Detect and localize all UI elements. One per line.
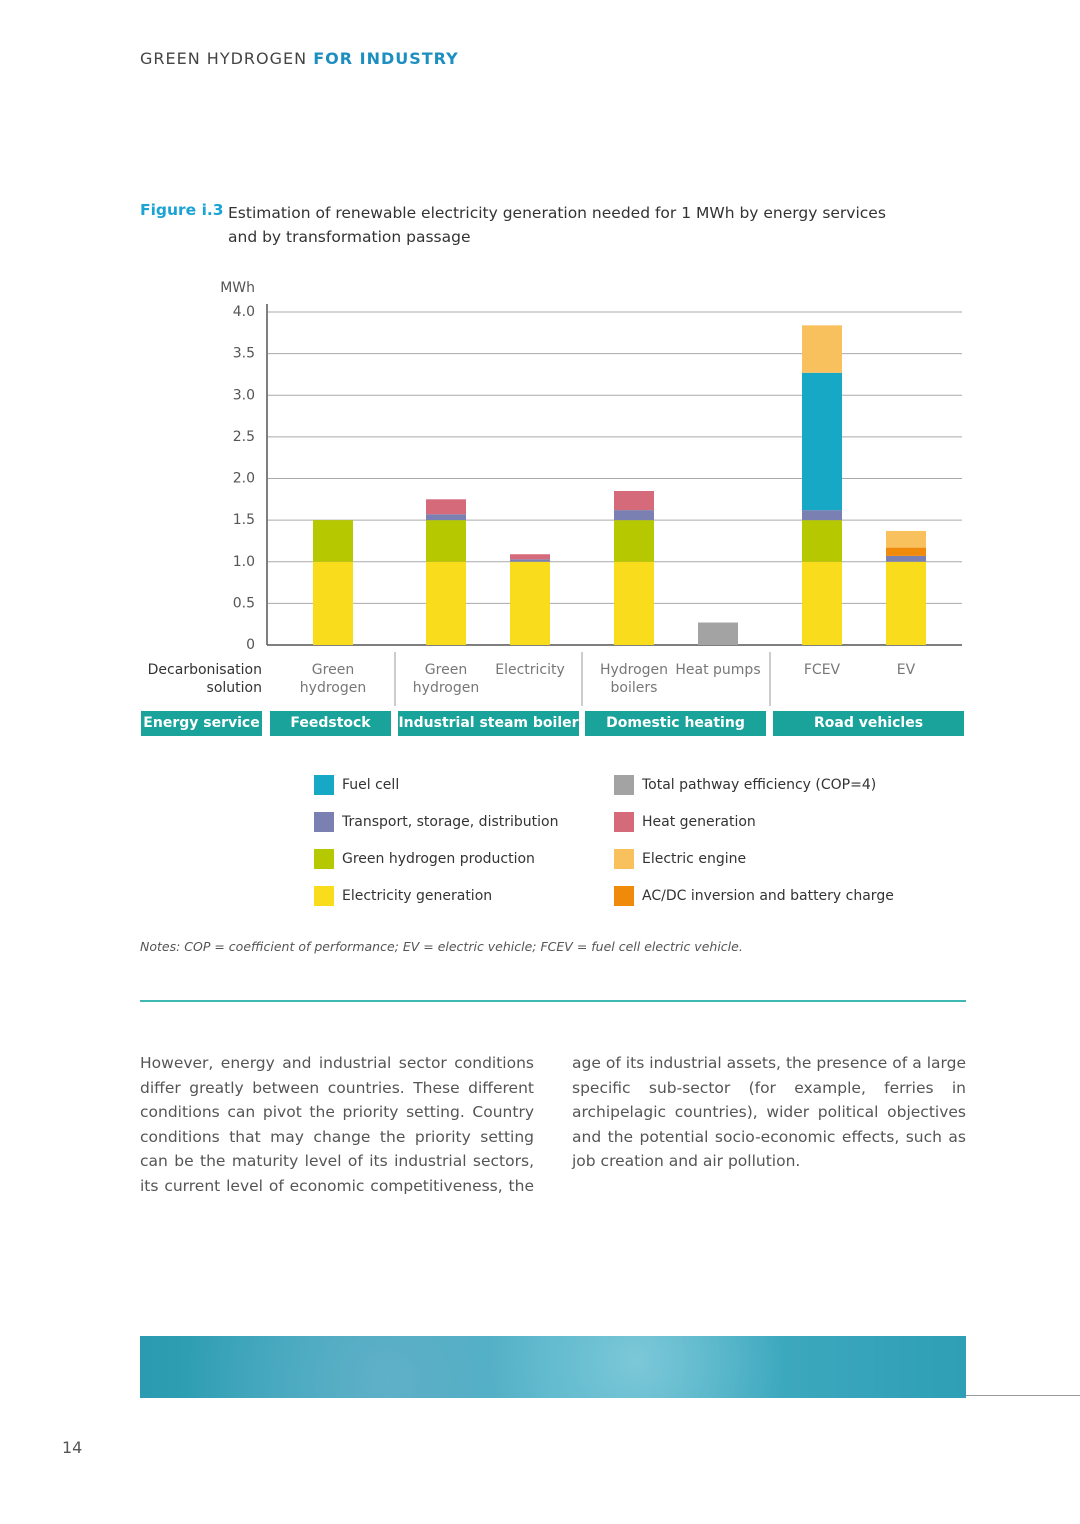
y-axis-label: MWh — [220, 280, 255, 296]
legend-swatch — [614, 812, 634, 832]
bar-segment — [614, 490, 654, 511]
legend-label: Heat generation — [642, 814, 756, 830]
bar-segment — [510, 561, 550, 645]
bar-segment — [698, 622, 738, 645]
header-title-bold: FOR INDUSTRY — [313, 49, 459, 68]
bar-segment — [426, 499, 466, 515]
legend-label: AC/DC inversion and battery charge — [642, 888, 894, 904]
bar-segment — [614, 561, 654, 645]
y-tick-label: 2.0 — [233, 471, 255, 487]
y-tick-label: 1.5 — [233, 512, 255, 528]
y-tick-label: 3.5 — [233, 346, 255, 362]
legend-label: Transport, storage, distribution — [342, 814, 559, 830]
bar-segment — [802, 510, 842, 521]
bar-segment — [802, 520, 842, 562]
x-tick-label: Hydrogen boilers — [599, 662, 669, 696]
legend-swatch — [314, 812, 334, 832]
bar-segment — [313, 561, 353, 645]
banner-rule — [966, 1395, 1080, 1396]
bar-segment — [426, 514, 466, 521]
legend-swatch — [614, 886, 634, 906]
legend-label: Electric engine — [642, 851, 747, 867]
x-tick-label: Green hydrogen — [412, 662, 480, 696]
bar-segment — [510, 559, 550, 562]
body-text: However, energy and industrial sector co… — [140, 1054, 966, 1195]
figure-label: Figure i.3 — [140, 201, 224, 219]
bar-segment — [510, 554, 550, 560]
bar-segment — [886, 561, 926, 645]
x-tick-label: FCEV — [803, 662, 841, 678]
group-label: Domestic heating — [585, 711, 766, 736]
bar-segment — [886, 555, 926, 562]
chart: MWh 0 0.5 1.0 1.5 2.0 2.5 3.0 3.5 4.0 — [220, 280, 962, 906]
legend-swatch — [614, 775, 634, 795]
decorative-banner — [140, 1336, 966, 1398]
x-tick-label: Heat pumps — [675, 662, 761, 678]
bar-segment — [886, 530, 926, 548]
page-number: 14 — [62, 1438, 83, 1457]
row-label-bar: Energy service — [141, 711, 262, 736]
divider — [140, 1000, 966, 1002]
legend-label: Green hydrogen production — [342, 851, 535, 867]
bar-segment — [426, 520, 466, 562]
legend-swatch — [314, 886, 334, 906]
bar-segment — [614, 510, 654, 521]
bar-segment — [426, 561, 466, 645]
x-tick-label: Green hydrogen — [299, 662, 367, 696]
bar-segment — [802, 325, 842, 373]
figure-caption: Estimation of renewable electricity gene… — [228, 204, 886, 246]
bar-segment — [313, 520, 353, 562]
row-label: Decarbonisation solution — [147, 662, 262, 696]
y-tick-label: 2.5 — [233, 429, 255, 445]
legend-label: Total pathway efficiency (COP=4) — [642, 777, 877, 793]
y-tick-label: 0 — [246, 637, 255, 653]
y-tick-label: 4.0 — [233, 304, 255, 320]
x-tick-label: EV — [896, 662, 916, 678]
group-label: Road vehicles — [773, 711, 964, 736]
legend-swatch — [614, 849, 634, 869]
running-header: GREEN HYDROGEN FOR INDUSTRY — [140, 49, 459, 68]
notes: Notes: COP = coefficient of performance;… — [140, 939, 743, 954]
y-tick-label: 1.0 — [233, 554, 255, 570]
legend-swatch — [314, 775, 334, 795]
bar-segment — [802, 561, 842, 645]
y-tick-label: 0.5 — [233, 595, 255, 611]
legend-swatch — [314, 849, 334, 869]
x-tick-label: Electricity — [495, 662, 565, 678]
group-label: Industrial steam boiler — [398, 711, 579, 736]
bar-segment — [802, 372, 842, 511]
bar-segment — [886, 547, 926, 556]
header-title: GREEN HYDROGEN — [140, 49, 308, 68]
bar-segment — [614, 520, 654, 562]
y-tick-label: 3.0 — [233, 387, 255, 403]
legend-label: Electricity generation — [342, 888, 493, 904]
legend-label: Fuel cell — [342, 777, 400, 793]
group-label: Feedstock — [270, 711, 391, 736]
